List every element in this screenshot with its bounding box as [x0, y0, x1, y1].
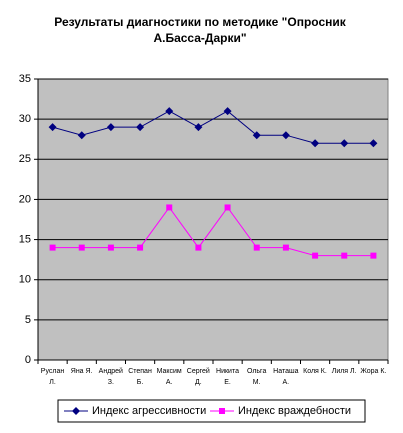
- legend-label: Индекс агрессивности: [92, 405, 206, 417]
- x-tick-label: Руслан Л.: [40, 368, 65, 386]
- data-point: [195, 244, 202, 251]
- x-tick-label: Андрей З.: [98, 368, 123, 386]
- x-tick-label: Жора К.: [360, 368, 387, 375]
- y-tick-label: 35: [19, 73, 31, 85]
- y-tick-label: 20: [19, 193, 31, 205]
- x-tick-label: Коля К.: [303, 368, 327, 375]
- x-tick-label: Максим А.: [156, 368, 182, 386]
- x-tick-label: Наташа А.: [273, 368, 299, 386]
- data-point: [77, 131, 86, 140]
- y-tick-label: 25: [19, 153, 31, 165]
- legend-label: Индекс враждебности: [238, 405, 351, 417]
- legend-marker: [219, 408, 225, 414]
- x-tick-label: Ольга М.: [246, 368, 267, 386]
- data-point: [282, 244, 289, 251]
- data-point: [223, 107, 232, 116]
- chart-title: Результаты диагностики по методике "Опро…: [54, 15, 346, 45]
- data-point: [224, 204, 231, 211]
- data-point: [194, 123, 203, 132]
- data-point: [165, 107, 174, 116]
- data-point: [106, 123, 115, 132]
- data-point: [137, 244, 144, 251]
- series-line: [52, 206, 374, 257]
- data-point: [252, 131, 261, 140]
- data-point: [281, 131, 290, 140]
- data-point: [370, 252, 377, 259]
- data-point: [253, 244, 260, 251]
- x-tick-label: Степан Б.: [128, 368, 152, 386]
- y-tick-label: 0: [25, 354, 31, 366]
- legend-marker: [72, 407, 80, 415]
- y-tick-label: 15: [19, 233, 31, 245]
- x-tick-label: Лиля Л.: [331, 368, 357, 375]
- y-tick-label: 5: [25, 314, 31, 326]
- data-point: [107, 244, 114, 251]
- y-tick-label: 10: [19, 274, 31, 286]
- plot-area: [37, 78, 389, 361]
- data-point: [369, 139, 378, 148]
- data-point: [78, 244, 85, 251]
- y-tick-label: 30: [19, 113, 31, 125]
- data-point: [341, 252, 348, 259]
- x-tick-label: Сергей Д.: [186, 368, 210, 386]
- x-tick-label: Яна Я.: [70, 368, 93, 375]
- data-point: [311, 139, 320, 148]
- data-point: [312, 252, 319, 259]
- data-point: [136, 123, 145, 132]
- x-tick-label: Никита Е.: [216, 368, 239, 386]
- data-point: [166, 204, 173, 211]
- data-point: [340, 139, 349, 148]
- data-point: [49, 244, 56, 251]
- series-line: [52, 110, 374, 144]
- data-point: [48, 123, 57, 132]
